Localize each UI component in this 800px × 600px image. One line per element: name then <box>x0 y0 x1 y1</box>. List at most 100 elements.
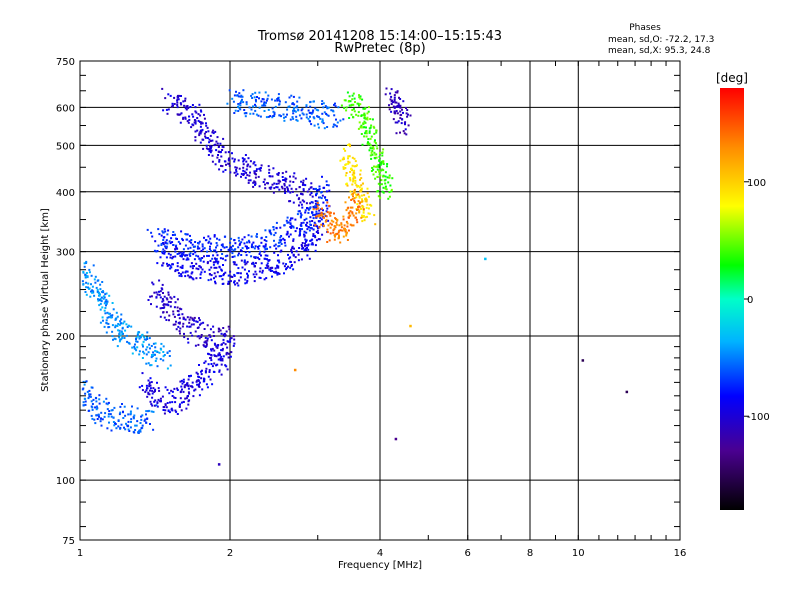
echo-point <box>224 235 227 238</box>
echo-point <box>253 256 256 259</box>
echo-point <box>356 185 359 188</box>
echo-point <box>359 97 362 100</box>
echo-point <box>85 272 88 274</box>
x-tick-label: 4 <box>377 548 383 559</box>
echo-point <box>288 96 291 99</box>
echo-point <box>275 247 278 250</box>
echo-point <box>204 346 207 348</box>
echo-point <box>166 351 169 354</box>
echo-point <box>300 258 303 261</box>
echo-point <box>365 126 367 129</box>
echo-point <box>195 320 198 323</box>
echo-point <box>189 331 192 334</box>
echo-point <box>194 136 197 139</box>
echo-point <box>232 249 235 252</box>
echo-point <box>317 207 320 210</box>
echo-point <box>115 427 118 430</box>
echo-point <box>287 253 289 256</box>
echo-point <box>379 196 382 199</box>
echo-point <box>190 241 192 244</box>
echo-point <box>307 226 310 229</box>
echo-point <box>218 168 221 171</box>
echo-point <box>212 325 215 328</box>
echo-point <box>378 152 381 155</box>
echo-point <box>82 283 85 285</box>
echo-point <box>147 351 150 354</box>
echo-point <box>153 249 156 252</box>
echo-point <box>239 108 242 111</box>
echo-point <box>357 185 360 187</box>
echo-point <box>330 223 333 226</box>
echo-point <box>154 353 156 356</box>
echo-point <box>361 143 364 146</box>
echo-point <box>254 105 257 108</box>
echo-point <box>190 276 192 279</box>
echo-point <box>300 225 303 227</box>
echo-point <box>346 225 349 228</box>
echo-point <box>90 405 93 408</box>
echo-point <box>266 266 269 269</box>
echo-point <box>289 256 292 259</box>
echo-point <box>149 400 152 403</box>
echo-point <box>312 208 315 211</box>
echo-point <box>195 277 198 280</box>
echo-point <box>347 155 350 158</box>
echo-point <box>302 113 305 116</box>
echo-point <box>150 403 153 406</box>
echo-point <box>187 121 190 124</box>
echo-point <box>247 157 250 160</box>
echo-point <box>158 279 161 282</box>
echo-point <box>177 98 180 101</box>
echo-point <box>102 290 104 293</box>
echo-point <box>184 99 187 102</box>
echo-point <box>292 109 294 112</box>
echo-point <box>213 362 216 365</box>
echo-point <box>263 250 266 253</box>
echo-point <box>161 307 164 309</box>
echo-point <box>145 338 147 341</box>
echo-point <box>187 387 190 390</box>
echo-point <box>148 383 151 386</box>
echo-point <box>305 231 308 234</box>
echo-point <box>172 323 175 326</box>
echo-point <box>112 338 114 341</box>
echo-point <box>390 110 393 113</box>
echo-point <box>311 220 314 222</box>
echo-point <box>254 98 257 101</box>
echo-point <box>283 239 286 241</box>
echo-point <box>351 183 354 186</box>
echo-point <box>181 266 184 269</box>
echo-point <box>246 247 248 250</box>
echo-point <box>174 248 177 251</box>
echo-point <box>322 122 325 125</box>
echo-point <box>294 230 297 233</box>
echo-point <box>82 387 85 390</box>
echo-point <box>309 100 312 103</box>
echo-point <box>118 323 121 326</box>
echo-point <box>119 411 122 414</box>
echo-point <box>361 216 364 218</box>
echo-point <box>246 241 248 244</box>
echo-point <box>379 163 382 166</box>
echo-point <box>273 271 275 274</box>
echo-point <box>254 91 257 94</box>
echo-point <box>199 141 202 144</box>
x-tick-label: 1 <box>77 548 83 559</box>
echo-point <box>111 324 114 327</box>
echo-point <box>208 150 211 153</box>
echo-point <box>237 159 240 162</box>
echo-point <box>315 239 318 242</box>
echo-point <box>231 255 234 258</box>
echo-point <box>87 286 89 289</box>
echo-point <box>332 125 335 128</box>
echo-point <box>350 113 353 116</box>
echo-point <box>165 245 168 248</box>
echo-point <box>265 101 267 104</box>
echo-point <box>187 403 190 406</box>
echo-point <box>314 249 317 252</box>
echo-point <box>171 390 174 393</box>
echo-point <box>212 331 215 334</box>
echo-point <box>293 109 296 112</box>
echo-point <box>382 163 385 165</box>
echo-point <box>244 245 247 248</box>
